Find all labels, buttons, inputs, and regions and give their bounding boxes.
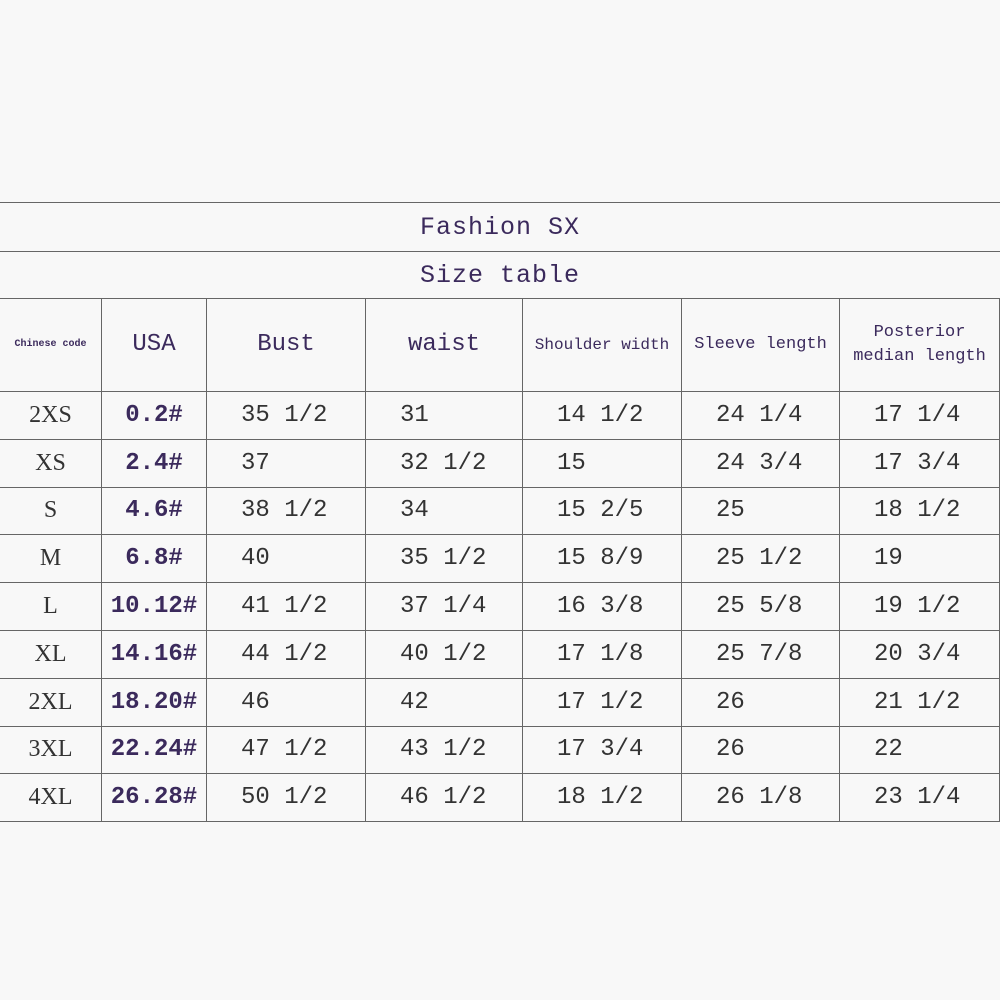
table-cell: 22.24# — [102, 726, 207, 775]
table-cell: 22 — [840, 726, 1000, 775]
table-cell: 19 1/2 — [840, 583, 1000, 631]
table-cell: 46 1/2 — [366, 774, 523, 823]
table-cell: 16 3/8 — [523, 583, 682, 631]
table-cell: 6.8# — [102, 535, 207, 584]
table-cell: 40 — [207, 535, 366, 584]
table-cell: 37 — [207, 439, 366, 488]
table-cell: 35 1/2 — [207, 392, 366, 440]
table-cell: 38 1/2 — [207, 487, 366, 536]
row-label: L — [0, 583, 102, 631]
table-cell: 15 2/5 — [523, 487, 682, 536]
table-cell: 25 7/8 — [682, 631, 840, 679]
table-cell: 15 — [523, 439, 682, 488]
row-label: XL — [0, 631, 102, 679]
table-cell: 35 1/2 — [366, 535, 523, 584]
table-cell: 17 1/8 — [523, 631, 682, 679]
row-label: 2XL — [0, 678, 102, 727]
table-cell: 2.4# — [102, 439, 207, 488]
table-cell: 47 1/2 — [207, 726, 366, 775]
table-cell: 40 1/2 — [366, 631, 523, 679]
table-cell: 14 1/2 — [523, 392, 682, 440]
column-header: Bust — [207, 299, 366, 392]
table-cell: 42 — [366, 678, 523, 727]
table-cell: 15 8/9 — [523, 535, 682, 584]
table-cell: 17 3/4 — [523, 726, 682, 775]
table-title: Fashion SX — [0, 202, 1000, 252]
table-cell: 18.20# — [102, 678, 207, 727]
table-cell: 26.28# — [102, 774, 207, 823]
table-cell: 31 — [366, 392, 523, 440]
table-cell: 20 3/4 — [840, 631, 1000, 679]
table-cell: 23 1/4 — [840, 774, 1000, 823]
table-cell: 18 1/2 — [840, 487, 1000, 536]
row-label: M — [0, 535, 102, 584]
table-cell: 25 — [682, 487, 840, 536]
table-cell: 19 — [840, 535, 1000, 584]
table-cell: 14.16# — [102, 631, 207, 679]
table-cell: 17 1/4 — [840, 392, 1000, 440]
column-header: USA — [102, 299, 207, 392]
table-cell: 17 1/2 — [523, 678, 682, 727]
table-cell: 26 — [682, 678, 840, 727]
table-cell: 21 1/2 — [840, 678, 1000, 727]
table-cell: 50 1/2 — [207, 774, 366, 823]
table-cell: 43 1/2 — [366, 726, 523, 775]
column-header: Sleeve length — [682, 299, 840, 392]
table-cell: 26 1/8 — [682, 774, 840, 823]
column-header: Shoulder width — [523, 299, 682, 392]
table-cell: 46 — [207, 678, 366, 727]
row-label: S — [0, 487, 102, 536]
table-cell: 10.12# — [102, 583, 207, 631]
column-header: waist — [366, 299, 523, 392]
table-cell: 37 1/4 — [366, 583, 523, 631]
row-label: 3XL — [0, 726, 102, 775]
table-cell: 25 1/2 — [682, 535, 840, 584]
table-cell: 0.2# — [102, 392, 207, 440]
table-cell: 18 1/2 — [523, 774, 682, 823]
table-cell: 41 1/2 — [207, 583, 366, 631]
column-header: Chinese code — [0, 299, 102, 392]
column-header: Posterior median length — [840, 299, 1000, 392]
table-subtitle: Size table — [0, 252, 1000, 299]
table-cell: 4.6# — [102, 487, 207, 536]
row-label: 4XL — [0, 774, 102, 823]
table-cell: 25 5/8 — [682, 583, 840, 631]
table-cell: 32 1/2 — [366, 439, 523, 488]
table-cell: 24 3/4 — [682, 439, 840, 488]
row-label: XS — [0, 439, 102, 488]
table-cell: 26 — [682, 726, 840, 775]
table-cell: 17 3/4 — [840, 439, 1000, 488]
table-cell: 44 1/2 — [207, 631, 366, 679]
row-label: 2XS — [0, 392, 102, 440]
table-cell: 34 — [366, 487, 523, 536]
table-cell: 24 1/4 — [682, 392, 840, 440]
